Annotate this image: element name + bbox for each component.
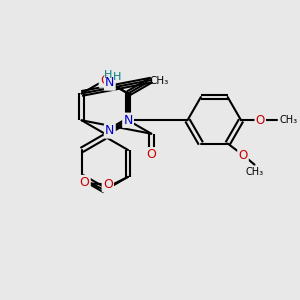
Text: O: O: [238, 148, 247, 161]
Text: H: H: [113, 72, 122, 82]
Text: O: O: [146, 148, 156, 161]
Text: N: N: [105, 124, 115, 137]
Text: CH₃: CH₃: [245, 167, 264, 178]
Text: O: O: [80, 176, 89, 189]
Text: N: N: [105, 76, 115, 89]
Text: O: O: [100, 74, 110, 87]
Text: N: N: [123, 114, 133, 127]
Text: O: O: [103, 178, 113, 191]
Text: CH₃: CH₃: [279, 115, 298, 125]
Text: O: O: [256, 114, 265, 127]
Text: CH₃: CH₃: [149, 76, 168, 86]
Text: H: H: [104, 70, 112, 80]
